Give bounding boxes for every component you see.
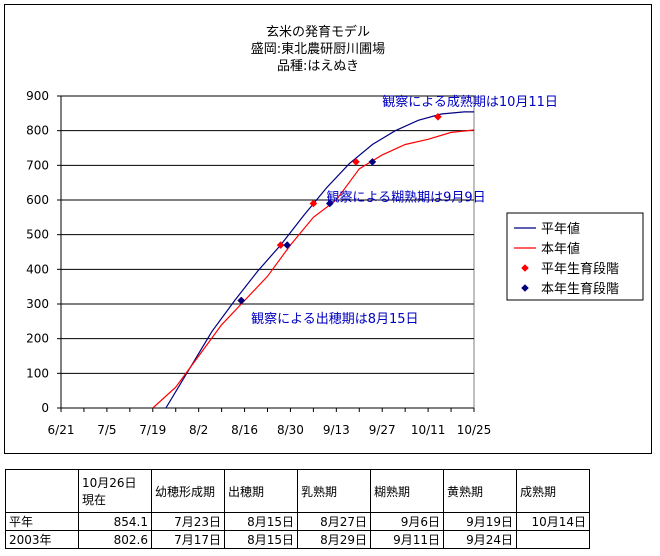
y-tick-label: 100 — [26, 366, 49, 380]
y-tick-label: 800 — [26, 124, 49, 138]
annotation-label: 観察による糊熟期は9月9日 — [327, 190, 486, 206]
legend-swatch-marker — [521, 264, 529, 272]
table-header-cell: 糊熟期 — [370, 469, 444, 513]
table-cell: 8月27日 — [297, 512, 371, 531]
chart-title-line: 盛岡:東北農研厨川圃場 — [251, 41, 385, 57]
table-cell: 2003年 — [5, 530, 79, 549]
stage-marker — [352, 158, 360, 166]
annotation-label: 観察による出穂期は8月15日 — [251, 312, 418, 327]
y-tick-label: 700 — [26, 158, 49, 172]
x-tick-label: 9/13 — [323, 423, 350, 437]
table-header-cell: 出穂期 — [224, 469, 298, 513]
legend-label: 平年生育段階 — [541, 261, 619, 277]
table-header-row: 10月26日現在 幼穂形成期 出穂期 乳熟期 糊熟期 黄熟期 成熟期 — [5, 469, 590, 513]
table-cell: 854.1 — [78, 512, 152, 531]
table-cell: 7月17日 — [151, 530, 225, 549]
table-header-cell: 幼穂形成期 — [151, 469, 225, 513]
chart-title-line: 玄米の発育モデル — [266, 24, 370, 40]
table-cell: 9月19日 — [443, 512, 517, 531]
legend-swatch-marker — [521, 284, 529, 292]
annotation-label: 観察による成熟期は10月11日 — [382, 94, 558, 110]
table-cell: 平年 — [5, 512, 79, 531]
chart-title-line: 品種:はえぬき — [277, 58, 359, 74]
table-cell: 9月11日 — [370, 530, 444, 549]
y-tick-label: 0 — [41, 401, 49, 415]
legend-label: 本年値 — [541, 241, 580, 257]
table-cell — [516, 530, 590, 549]
table-cell: 802.6 — [78, 530, 152, 549]
x-tick-label: 8/16 — [231, 423, 258, 437]
table-header-cell: 10月26日現在 — [78, 469, 152, 513]
table-cell: 7月23日 — [151, 512, 225, 531]
x-tick-label: 7/19 — [139, 423, 166, 437]
stage-marker — [368, 158, 377, 166]
table-cell: 8月15日 — [224, 512, 298, 531]
legend-label: 本年生育段階 — [541, 281, 619, 297]
table-cell: 8月15日 — [224, 530, 298, 549]
stage-marker — [309, 199, 318, 208]
y-tick-label: 300 — [26, 297, 49, 311]
stage-marker — [237, 296, 246, 305]
x-tick-label: 7/5 — [97, 423, 116, 437]
x-tick-label: 8/2 — [189, 423, 208, 437]
x-tick-label: 8/30 — [277, 423, 304, 437]
table-cell: 9月24日 — [443, 530, 517, 549]
table-cell: 10月14日 — [516, 512, 590, 531]
legend-label: 平年値 — [541, 221, 580, 237]
y-tick-label: 600 — [26, 193, 49, 207]
stage-marker — [434, 113, 442, 121]
table-row: 平年 854.1 7月23日 8月15日 8月27日 9月6日 9月19日 10… — [5, 512, 590, 531]
series-line — [165, 111, 474, 409]
y-tick-label: 400 — [26, 262, 49, 276]
y-tick-label: 500 — [26, 228, 49, 242]
table-header-cell: 乳熟期 — [297, 469, 371, 513]
stage-marker — [283, 241, 291, 249]
series-line — [152, 129, 475, 409]
table-cell: 9月6日 — [370, 512, 444, 531]
growth-stage-table: 10月26日現在 幼穂形成期 出穂期 乳熟期 糊熟期 黄熟期 成熟期 平年 85… — [5, 469, 590, 549]
table-header-cell: 成熟期 — [516, 469, 590, 513]
table-cell: 8月29日 — [297, 530, 371, 549]
y-tick-label: 900 — [26, 89, 49, 103]
x-tick-label: 6/21 — [48, 423, 75, 437]
y-tick-label: 200 — [26, 332, 49, 346]
x-tick-label: 10/11 — [411, 423, 446, 437]
stage-marker — [276, 241, 285, 249]
table-row: 2003年 802.6 7月17日 8月15日 8月29日 9月11日 9月24… — [5, 530, 590, 549]
x-tick-label: 10/25 — [457, 423, 492, 437]
table-header-cell — [5, 469, 79, 513]
table-header-cell: 黄熟期 — [443, 469, 517, 513]
chart-frame — [4, 4, 652, 454]
x-tick-label: 9/27 — [369, 423, 396, 437]
stage-marker — [325, 199, 334, 208]
